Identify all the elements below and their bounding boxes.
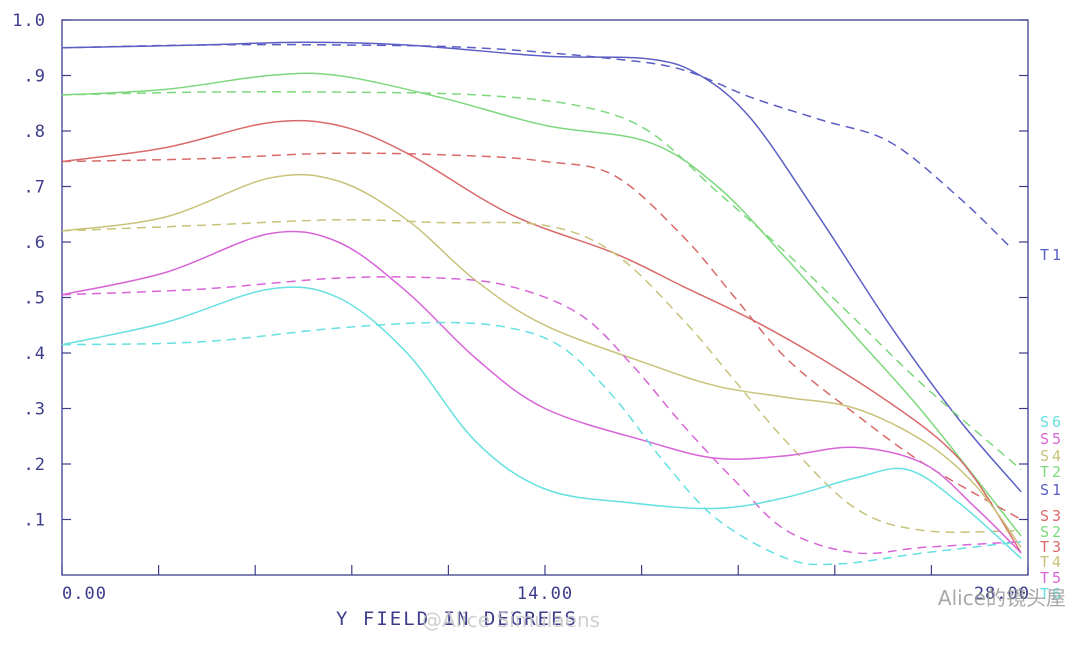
watermark-center: @Alice Simulaens [422,608,601,632]
y-tick-label: .1 [24,511,46,531]
series-line-t2 [61,91,1022,471]
series-line-s4 [61,173,1022,548]
y-tick-label: .9 [24,67,46,87]
legend-label-s5: S5 [1040,430,1064,448]
series-line-s6 [61,286,1022,559]
x-tick-label: 0.00 [62,584,107,604]
x-axis-label: Y FIELD IN DEGREES [336,608,578,630]
y-tick-label: .2 [24,455,46,475]
legend-label-t3: T3 [1040,538,1064,556]
legend-label-s1: S1 [1040,481,1064,499]
x-tick-label: 14.00 [517,584,573,604]
legend-label-t5: T5 [1040,569,1064,587]
legend-label-s3: S3 [1040,507,1064,525]
y-tick-label: .8 [24,122,46,142]
y-tick-label: .4 [24,344,46,364]
series-line-s3 [61,119,1022,554]
series-line-t3 [61,152,1022,521]
legend-label-s6: S6 [1040,413,1064,431]
y-tick-label: .7 [24,178,46,198]
legend-label-s2: S2 [1040,523,1064,541]
series-line-s1 [61,41,1022,493]
series-line-s2 [61,72,1022,537]
series-line-t5 [61,276,1022,555]
x-tick-label: 28.00 [974,584,1030,604]
watermark-right: Alice的镜头屋 [937,586,1066,610]
legend-label-t6: T6 [1040,585,1064,603]
series-line-t6 [61,321,1022,566]
series-line-t4 [61,218,1022,533]
legend-label-t2: T2 [1040,463,1064,481]
y-tick-label: .6 [24,233,46,253]
series-line-t1 [61,43,1012,249]
series-line-s5 [61,230,1022,554]
legend-label-t4: T4 [1040,553,1064,571]
legend-label-s4: S4 [1040,447,1064,465]
y-tick-label: 1.0 [12,11,46,31]
y-tick-label: .5 [24,289,46,309]
legend-label-t1: T1 [1040,246,1064,264]
y-tick-label: .3 [24,400,46,420]
